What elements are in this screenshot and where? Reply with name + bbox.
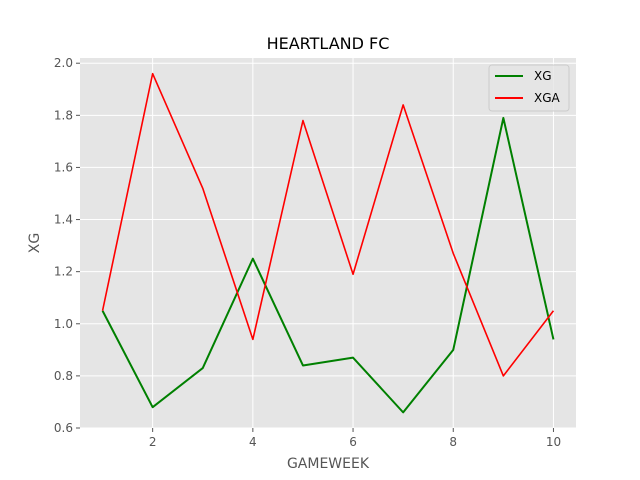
y-tick-label: 0.6 [54,421,73,435]
y-tick-label: 1.4 [54,213,73,227]
y-tick-label: 2.0 [54,56,73,70]
y-axis-ticks: 0.6 0.8 1.0 1.2 1.4 1.6 1.8 2.0 [54,56,80,435]
legend-label: XGA [534,91,561,105]
chart-title: HEARTLAND FC [267,34,390,53]
y-tick-label: 1.2 [54,265,73,279]
series-line-xg [101,116,555,414]
y-tick-label: 1.6 [54,160,73,174]
y-tick-label: 1.8 [54,108,73,122]
x-tick-label: 4 [249,435,257,449]
y-tick-label: 1.0 [54,317,73,331]
legend: XG XGA [488,64,570,112]
y-axis-label: XG [27,233,43,253]
x-tick-label: 2 [149,435,157,449]
x-axis-label: GAMEWEEK [287,456,370,472]
x-tick-label: 8 [449,435,457,449]
series-line-xga [101,72,555,377]
x-tick-label: 6 [349,435,357,449]
x-tick-label: 10 [546,435,561,449]
legend-label: XG [534,69,552,83]
x-axis-ticks: 2 4 6 8 10 [149,428,561,449]
y-tick-label: 0.8 [54,369,73,383]
series-lines [101,72,555,414]
plot-background [80,58,576,428]
